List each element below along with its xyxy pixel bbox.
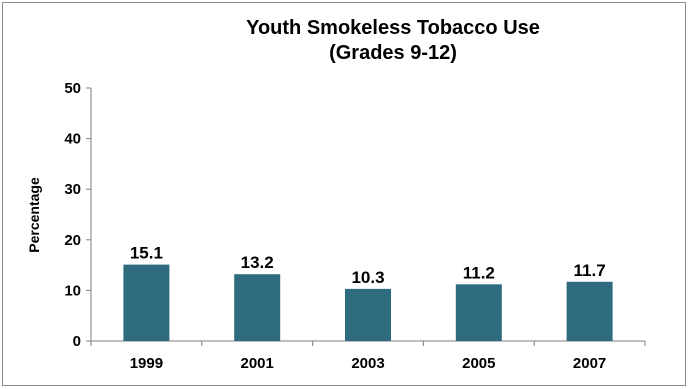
bar-1999 [123, 264, 170, 341]
x-tick-label-2005: 2005 [462, 355, 495, 372]
chart-title-line-1: Youth Smokeless Tobacco Use [246, 17, 540, 39]
x-tick-label-2003: 2003 [351, 355, 384, 372]
y-tick-label: 20 [64, 232, 81, 249]
chart-title-line-2: (Grades 9-12) [329, 42, 457, 64]
data-label-2005: 11.2 [463, 263, 495, 282]
y-tick-label: 30 [64, 181, 81, 198]
plot-area: 0 10 20 30 40 50 15.1 1999 13.2 2001 10.3 2003 11.2 2… [64, 80, 646, 372]
bar-2005 [455, 284, 502, 341]
x-tick-label-2001: 2001 [241, 355, 274, 372]
data-label-2003: 10.3 [351, 268, 384, 287]
data-label-1999: 15.1 [130, 244, 163, 263]
bar-2001 [234, 274, 281, 341]
bar-2003 [345, 288, 391, 341]
data-label-2001: 13.2 [241, 253, 274, 272]
x-tick-label-2007: 2007 [573, 355, 606, 372]
y-axis-label: Percentage [26, 177, 42, 253]
y-tick-label: 40 [64, 131, 81, 148]
y-tick-label: 50 [64, 80, 81, 97]
bar-2007 [566, 281, 613, 341]
y-tick-label: 0 [73, 333, 81, 350]
data-label-2007: 11.7 [574, 261, 606, 280]
x-tick-label-1999: 1999 [130, 355, 163, 372]
y-tick-label: 10 [64, 282, 81, 299]
